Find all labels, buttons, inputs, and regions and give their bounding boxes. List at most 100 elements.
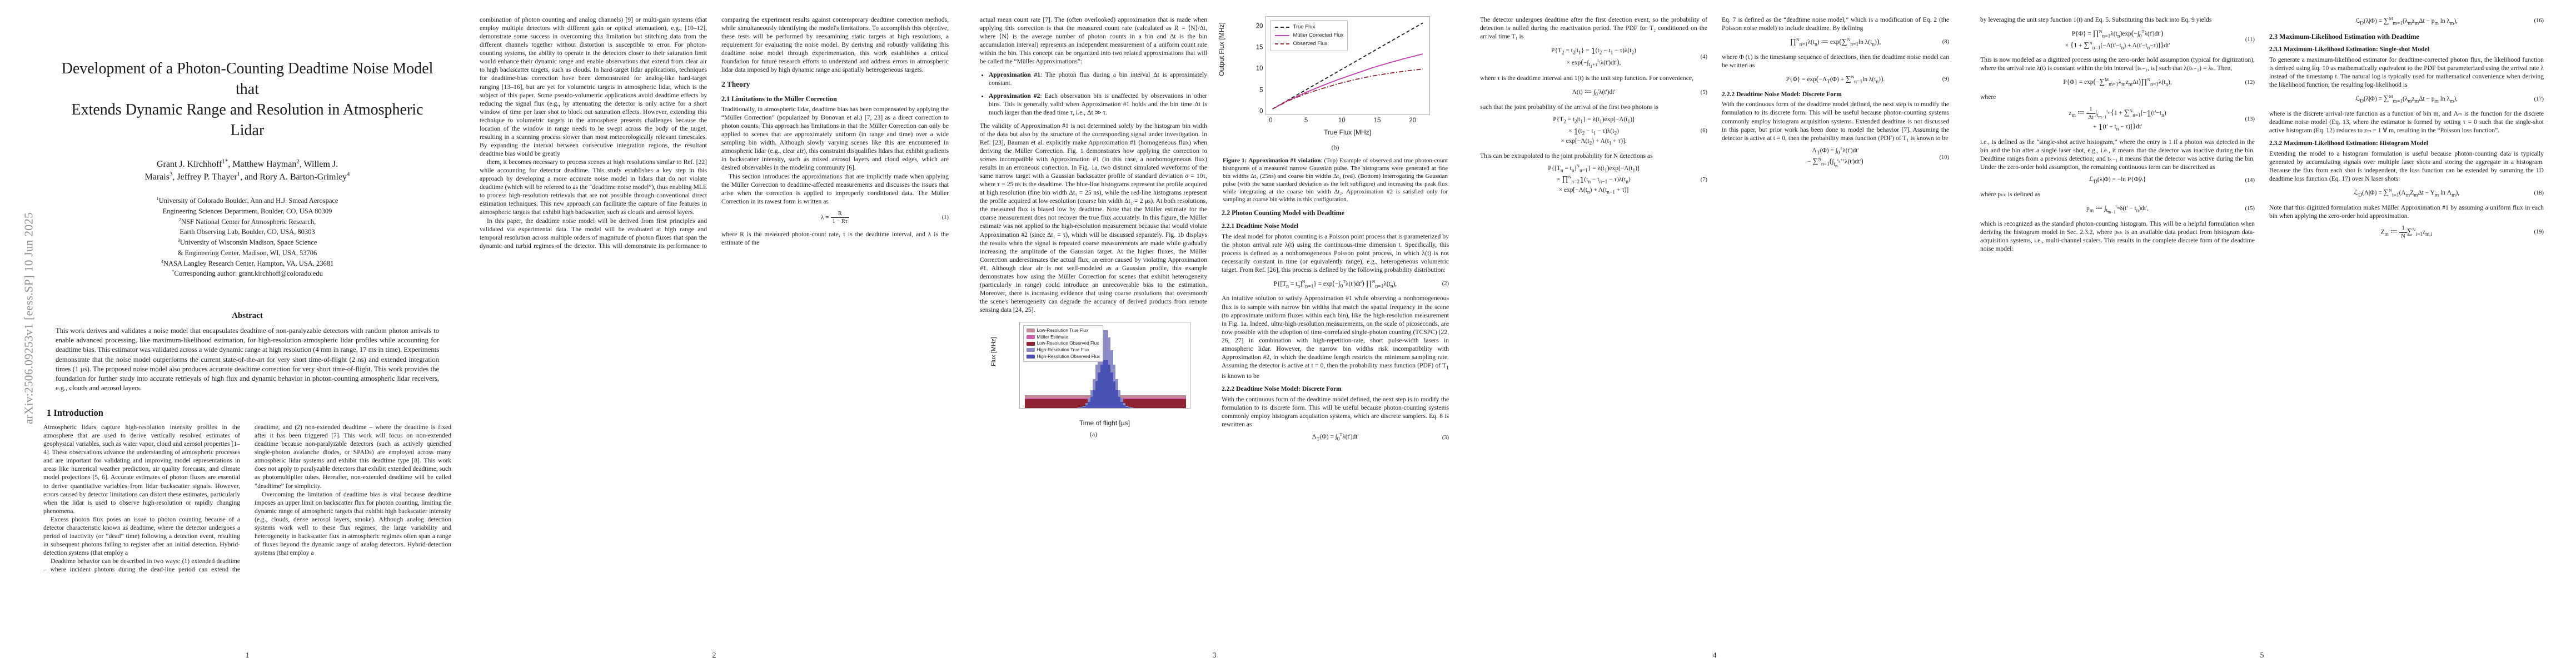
corresponding-author: Corresponding author: grant.kirchhoff@co…: [174, 270, 323, 278]
affiliation-3-cont: & Engineering Center, Madison, WI, USA, …: [177, 248, 317, 257]
page-5: by leveraging the unit step function 1(t…: [1970, 0, 2554, 667]
paragraph: In this paper, the deadtime noise model …: [480, 16, 949, 250]
legend-line-dashed: [1274, 26, 1289, 28]
paragraph: This is now modeled as a digitized proce…: [1980, 56, 2255, 72]
author-1-affil-marker: 1*: [222, 158, 228, 165]
equation-12: P{Φ} = exp(−∑Mm=1λmzmΔt)∏Nn=1λ(tn), (12): [2063, 77, 2255, 88]
legend-label: High-Resolution Observed Flux: [1037, 354, 1100, 359]
fig1a-observed-flux-bar: [1095, 381, 1098, 409]
paragraph: i.e., is defined as the “single-shot act…: [1980, 138, 2255, 171]
author-4: , Jeffrey P. Thayer: [172, 172, 237, 182]
paragraph: With the continuous form of the deadtime…: [1222, 395, 1449, 428]
fig1a-observed-flux-bar: [1113, 381, 1116, 409]
paragraph: Eq. 7 is defined as the “deadtime noise …: [1722, 16, 1949, 32]
page-4-body-columns: The detector undergoes deadtime after th…: [1480, 16, 1949, 196]
paragraph: An intuitive solution to satisfy Approxi…: [1222, 295, 1449, 380]
equation-4: P{T2 = t2|t1} = 1(t2 − t1 − τ)λ(t2) × ex…: [1551, 46, 1707, 69]
legend-label: True Flux: [1293, 24, 1316, 31]
equation-2: P{[Tn = tn]Nn=1} = exp(−∫0Tλ(t')dt') ∏Nn…: [1273, 278, 1449, 290]
fig1b-xtick: 20: [1409, 117, 1417, 125]
fig1a-observed-flux-bar: [1093, 390, 1095, 409]
page-3-body-columns: actual mean count rate [7]. The (often o…: [980, 16, 1449, 448]
affil-marker-1: 1: [156, 196, 159, 202]
paragraph: Excess photon flux poses an issue to pho…: [43, 515, 240, 556]
page-3: actual mean count rate [7]. The (often o…: [970, 0, 1459, 667]
fig1b-series-0: [1272, 22, 1423, 109]
page-2: combination of photon counting and analo…: [470, 0, 959, 667]
fig1a-observed-flux-bar: [1125, 406, 1128, 409]
legend-line-dashdot: [1274, 43, 1289, 45]
legend-swatch: [1026, 328, 1035, 333]
author-3: Marais: [145, 172, 170, 182]
paragraph: With the continuous form of the deadtime…: [1722, 101, 1949, 142]
section-heading-mle-histogram: 2.3.2 Maximum-Likelihood Estimation: His…: [2269, 140, 2428, 147]
abstract-heading: Abstract: [232, 311, 263, 321]
legend-entry: Müller Estimate: [1026, 334, 1100, 341]
paragraph: where Φ (tᵢ) is the timestamp sequence o…: [1722, 53, 1949, 69]
fig1a-observed-flux-bar: [1105, 360, 1108, 409]
affil-marker-2: 2: [178, 216, 181, 222]
paragraph: The ideal model for photon counting is a…: [1222, 232, 1449, 273]
page-4: The detector undergoes deadtime after th…: [1470, 0, 1959, 667]
mueller-approximations-list: Approximation #1: The photon flux during…: [980, 71, 1207, 116]
affiliation-1-cont: Engineering Sciences Department, Boulder…: [162, 207, 332, 215]
fig1a-observed-flux-bar: [1080, 407, 1083, 409]
paragraph: by leveraging the unit step function 1(t…: [1980, 16, 2212, 23]
legend-entry: Low-Resolution Observed Flux: [1026, 340, 1100, 347]
fig1a-observed-flux-bar: [1098, 372, 1101, 409]
author-4-affil-marker: 1: [237, 171, 241, 178]
list-item: Approximation #2: Each observation bin i…: [989, 92, 1207, 117]
fig1a-axes: Low-Resolution True Flux Müller Estimate…: [1019, 322, 1190, 409]
section-heading-mueller-limits: 2.1 Limitations to the Müller Correction: [721, 94, 837, 103]
paragraph: Note that this digitized formulation mak…: [2269, 203, 2544, 220]
paragraph: Traditionally, in atmospheric lidar, dea…: [721, 106, 949, 172]
paragraph: where R is the measured photon-count rat…: [721, 231, 949, 247]
legend-entry: Low-Resolution True Flux: [1026, 327, 1100, 334]
fig1b-legend: True Flux Müller Corrected Flux Observed…: [1270, 20, 1348, 51]
section-heading-theory: 2 Theory: [721, 80, 750, 89]
figure-1-caption-bold: Approximation #1 violation: [1248, 157, 1321, 164]
affil-marker-star: *: [172, 268, 175, 275]
author-1: Grant J. Kirchhoff: [156, 159, 222, 169]
legend-line-solid: [1274, 34, 1289, 36]
fig1a-observed-flux-bar: [1128, 407, 1131, 409]
fig1a-observed-flux-bar: [1103, 360, 1106, 409]
fig1a-observed-flux-bar: [1100, 365, 1103, 409]
section-heading-discrete-form: 2.2.2 Deadtime Noise Model: Discrete For…: [1222, 385, 1342, 392]
legend-swatch: [1026, 341, 1035, 346]
page-2-body-columns: combination of photon counting and analo…: [480, 16, 949, 250]
fig1a-observed-flux-bar: [1090, 397, 1093, 409]
page-1: Development of a Photon-Counting Deadtim…: [33, 0, 461, 667]
equation-8: ∏Nn=1λ(tn) ≔ exp(∑Nn=1ln λ(tn)), (8): [1790, 37, 1949, 48]
fig1b-xtick: 15: [1373, 117, 1381, 125]
fig1b-ylabel: Output Flux [MHz]: [1217, 22, 1225, 77]
page-number: 1: [245, 651, 250, 660]
page-number: 4: [1712, 651, 1717, 660]
title-line-2: Extends Dynamic Range and Resolution in …: [71, 101, 423, 139]
section-heading-mle: 2.3 Maximum-Likelihood Estimation with D…: [2269, 32, 2419, 41]
equation-7: P{[Tn = tn]Nn=1} = λ(t1)exp[−Λ(t1)] × ∏N…: [1548, 163, 1707, 196]
fig1a-plot: Flux [MHz] Low-Resolution True Flux: [990, 318, 1193, 427]
figure-1-panel-b-label: (b): [1331, 143, 1339, 152]
fig1b-plot: Output Flux [MHz] True Flux Müller Corre…: [995, 16, 1434, 448]
affiliation-4: NASA Langley Research Center, Hampton, V…: [163, 259, 334, 267]
figure-1-caption-text: : (Top) Example of observed and true pho…: [1223, 157, 1448, 203]
figure-1-panel-b: Output Flux [MHz] True Flux Müller Corre…: [980, 16, 1449, 448]
equation-10: ΛT(Φ) = ∫0Tλ(t')dt' − ∑Nn=1(∫tntn+τλ(t')…: [1807, 145, 1949, 168]
fig1a-observed-flux-bar: [1110, 372, 1113, 409]
figure-1-panel-a-label: (a): [1089, 430, 1098, 439]
figure-1-caption-label: Figure 1:: [1223, 157, 1247, 164]
affil-marker-3: 3: [177, 237, 180, 243]
legend-label: Low-Resolution True Flux: [1037, 328, 1089, 334]
legend-swatch: [1026, 348, 1035, 352]
legend-entry: High-Resolution Observed Flux: [1026, 354, 1100, 360]
legend-label: Müller Corrected Flux: [1293, 32, 1344, 39]
page-number: 3: [1212, 651, 1217, 660]
equation-5: Λ(t) ≔ ∫0tλ(t')dt' (5): [1572, 87, 1707, 98]
page-1-body-columns: Atmospheric lidars capture high-resoluti…: [43, 423, 451, 574]
paragraph: combination of photon counting and analo…: [480, 16, 707, 157]
paragraph: where is the discrete arrival-rate funct…: [2269, 109, 2544, 135]
equation-11: P{Φ} = ∏Nn=1λ(tn)exp(−∫0Tλ(t')dt') × {1 …: [2065, 29, 2255, 51]
